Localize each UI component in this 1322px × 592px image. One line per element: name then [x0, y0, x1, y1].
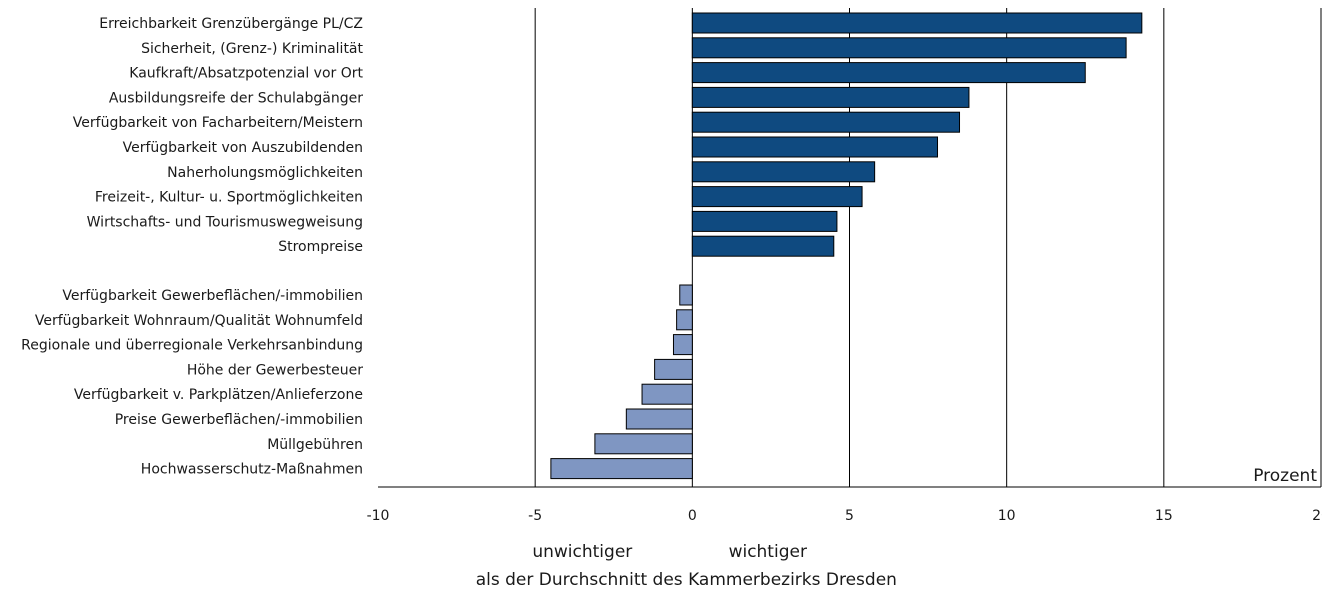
category-labels: Erreichbarkeit Grenzübergänge PL/CZ Siche… — [21, 16, 363, 478]
bar — [691, 62, 1086, 84]
x-tick-label: 10 — [998, 508, 1016, 524]
annotation-bottom: als der Durchschnitt des Kammerbezirks D… — [476, 570, 897, 590]
bar — [679, 284, 693, 306]
category-label: Höhe der Gewerbesteuer — [187, 362, 363, 378]
x-tick-label: 5 — [845, 508, 854, 524]
bar — [691, 37, 1127, 59]
bar — [691, 186, 863, 208]
category-label: Freizeit-, Kultur- u. Sportmöglichkeiten — [95, 190, 363, 206]
bar — [691, 210, 838, 232]
bar — [691, 12, 1143, 34]
category-label: Strompreise — [278, 239, 363, 255]
category-label: Verfügbarkeit Wohnraum/Qualität Wohnumfe… — [35, 313, 363, 329]
annotation-left: unwichtiger — [532, 542, 632, 562]
x-tick-label: 15 — [1155, 508, 1173, 524]
category-label: Regionale und überregionale Verkehrsanbi… — [21, 338, 363, 354]
category-label: Müllgebühren — [267, 437, 363, 453]
bar — [625, 408, 693, 430]
x-tick-labels: -10 -5 0 5 10 15 20 — [367, 508, 1322, 524]
bar — [641, 383, 693, 405]
bar — [691, 111, 961, 133]
category-label: Verfügbarkeit Gewerbeflächen/-immobilien — [62, 288, 363, 304]
category-label: Naherholungsmöglichkeiten — [167, 165, 363, 181]
bars — [550, 12, 1143, 480]
bar — [654, 358, 693, 380]
category-label: Hochwasserschutz-Maßnahmen — [141, 462, 363, 478]
bar — [691, 86, 970, 108]
annotation-right: wichtiger — [729, 542, 807, 562]
category-label: Verfügbarkeit von Auszubildenden — [123, 140, 363, 156]
bar — [691, 235, 835, 257]
category-label: Kaufkraft/Absatzpotenzial vor Ort — [129, 66, 363, 82]
category-label: Ausbildungsreife der Schulabgänger — [109, 90, 363, 106]
category-label: Preise Gewerbeflächen/-immobilien — [115, 412, 363, 428]
category-label: Verfügbarkeit von Facharbeitern/Meistern — [73, 115, 363, 131]
x-tick-label: -5 — [528, 508, 542, 524]
category-label: Wirtschafts- und Tourismuswegweisung — [87, 214, 363, 230]
bar — [672, 334, 693, 356]
category-label: Erreichbarkeit Grenzübergänge PL/CZ — [99, 16, 363, 32]
x-tick-label: -10 — [367, 508, 390, 524]
x-tick-label: 0 — [688, 508, 697, 524]
bar — [691, 161, 876, 183]
bar — [594, 433, 693, 455]
category-label: Verfügbarkeit v. Parkplätzen/Anlieferzon… — [74, 387, 363, 403]
unit-label: Prozent — [1253, 466, 1317, 486]
bar — [676, 309, 693, 331]
bar — [550, 458, 693, 480]
x-tick-label: 20 — [1312, 508, 1322, 524]
category-label: Sicherheit, (Grenz-) Kriminalität — [141, 41, 363, 57]
bar — [691, 136, 939, 158]
